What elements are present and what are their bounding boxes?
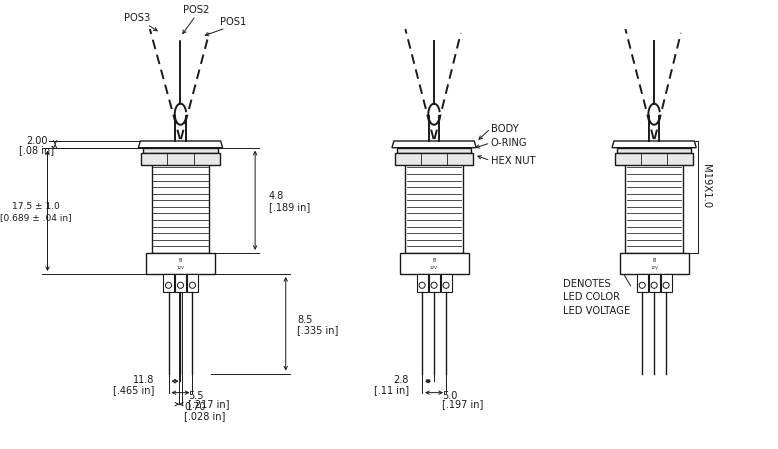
Bar [163, 274, 174, 292]
Bar [146, 253, 215, 274]
Text: 11.8: 11.8 [133, 375, 154, 385]
Circle shape [431, 282, 437, 288]
Text: 12V: 12V [177, 266, 184, 270]
Circle shape [443, 282, 449, 288]
Text: LED VOLTAGE: LED VOLTAGE [563, 306, 630, 316]
Bar [187, 274, 198, 292]
Text: 0.70: 0.70 [184, 402, 206, 412]
Bar [394, 153, 473, 165]
Bar [617, 148, 692, 153]
Circle shape [177, 282, 184, 288]
Text: BODY: BODY [490, 123, 518, 133]
Polygon shape [612, 141, 696, 148]
Text: 12V: 12V [430, 266, 438, 270]
Text: POS1: POS1 [220, 17, 247, 27]
Text: 5.0: 5.0 [442, 391, 457, 401]
Text: B: B [179, 258, 182, 263]
Bar [175, 274, 186, 292]
Text: 17.5 ± 1.0: 17.5 ± 1.0 [12, 202, 60, 211]
Bar [649, 274, 660, 292]
Text: B: B [653, 258, 656, 263]
Text: POS2: POS2 [183, 4, 209, 15]
Text: [.217 in]: [.217 in] [188, 399, 230, 409]
Bar [397, 148, 471, 153]
Text: 8.5: 8.5 [297, 315, 313, 325]
Text: O-RING: O-RING [490, 138, 527, 148]
Text: M19X1.0: M19X1.0 [701, 164, 711, 208]
Bar [636, 274, 647, 292]
Bar [615, 153, 693, 165]
Text: 4.8: 4.8 [268, 191, 284, 202]
Polygon shape [392, 141, 476, 148]
Bar [440, 274, 451, 292]
Circle shape [639, 282, 645, 288]
Bar [626, 148, 683, 253]
Text: [.028 in]: [.028 in] [184, 410, 226, 421]
Bar [142, 153, 219, 165]
Bar [620, 253, 689, 274]
Bar [416, 274, 428, 292]
Circle shape [419, 282, 425, 288]
Circle shape [189, 282, 195, 288]
Text: HEX NUT: HEX NUT [490, 156, 535, 166]
Text: [.11 in]: [.11 in] [373, 385, 408, 395]
Text: LED COLOR: LED COLOR [563, 292, 620, 302]
Text: [.465 in]: [.465 in] [113, 385, 154, 395]
Circle shape [651, 282, 657, 288]
Circle shape [166, 282, 172, 288]
Text: [.189 in]: [.189 in] [268, 202, 310, 212]
Text: 12V: 12V [650, 266, 658, 270]
Bar [661, 274, 671, 292]
Bar [152, 148, 209, 253]
Bar [143, 148, 218, 153]
Bar [405, 148, 463, 253]
Bar [400, 253, 468, 274]
Text: B: B [433, 258, 436, 263]
Text: [0.689 ± .04 in]: [0.689 ± .04 in] [0, 213, 72, 222]
Text: 5.5: 5.5 [188, 391, 204, 401]
Circle shape [663, 282, 669, 288]
Text: [.335 in]: [.335 in] [297, 326, 338, 335]
Text: [.08 in]: [.08 in] [19, 145, 54, 155]
Text: [.197 in]: [.197 in] [442, 399, 483, 409]
Polygon shape [138, 141, 223, 148]
Text: POS3: POS3 [124, 13, 151, 23]
Text: 2.8: 2.8 [394, 375, 408, 385]
Text: 2.00: 2.00 [26, 136, 47, 145]
Text: DENOTES: DENOTES [563, 279, 611, 289]
Bar [429, 274, 440, 292]
